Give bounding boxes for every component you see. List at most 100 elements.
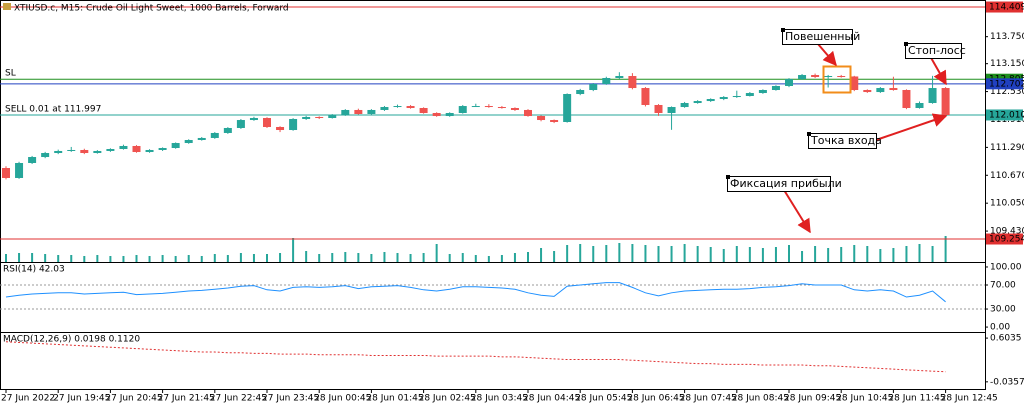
volume-bar <box>370 254 373 262</box>
candle-body <box>510 108 519 110</box>
volume-bar <box>96 255 99 262</box>
price-tag-label: 112.010 <box>989 110 1024 120</box>
annotation-box <box>727 176 831 192</box>
panel-label: RSI(14) 42.03 <box>3 265 65 275</box>
price-tag-label: 109.254 <box>989 235 1024 245</box>
candle-body <box>902 90 911 109</box>
volume-bar <box>527 252 529 262</box>
candle-body <box>354 109 363 114</box>
volume-bar <box>683 244 686 262</box>
candle-body <box>941 88 950 115</box>
candle-body <box>158 148 167 150</box>
volume-bar <box>435 244 438 262</box>
frame <box>0 0 986 390</box>
plot-frame <box>0 0 986 390</box>
candle-body <box>67 149 76 151</box>
volume-bar <box>70 255 73 262</box>
volume-bar <box>396 253 399 262</box>
x-tick-label: 27 Jun 23:45 <box>262 394 319 404</box>
x-tick-label: 28 Jun 02:45 <box>419 394 476 404</box>
volume-bar <box>31 253 34 262</box>
volume-bar <box>448 254 451 262</box>
candle-body <box>484 106 493 108</box>
candle-body <box>628 76 637 89</box>
volume-bar <box>644 245 647 262</box>
volume-bar <box>670 246 673 262</box>
candle-body <box>785 79 793 86</box>
volume-bar <box>135 255 138 262</box>
volume-bar <box>344 252 347 262</box>
candle-body <box>497 107 506 109</box>
candle-body <box>2 167 10 178</box>
candle-body <box>680 103 689 108</box>
volume-bar <box>814 246 817 262</box>
highlight-box <box>822 65 852 94</box>
volume-bar <box>579 244 582 262</box>
volume-bar <box>513 253 516 262</box>
x-tick-label: 28 Jun 09:45 <box>784 394 841 404</box>
price-tag <box>986 233 1023 245</box>
candle-body <box>758 90 767 94</box>
volume-bar <box>892 248 895 262</box>
volume-bar <box>239 253 242 262</box>
candle-body <box>132 145 141 153</box>
candle-body <box>171 143 180 149</box>
panel-label: MACD(12,26,9) 0.0198 0.1120 <box>3 335 140 345</box>
candle-body <box>276 126 285 131</box>
candle-body <box>928 88 937 104</box>
volume-bar <box>931 246 934 262</box>
candle-body <box>263 117 271 127</box>
volume-bar <box>187 255 190 262</box>
candle-body <box>458 106 467 113</box>
y-tick-label: 112.530 <box>990 87 1024 97</box>
x-tick-label: 28 Jun 04:45 <box>523 394 580 404</box>
candle-body <box>915 103 924 109</box>
volume-bar <box>788 245 790 262</box>
candle-body <box>197 137 206 141</box>
y-tick-label: 109.430 <box>990 227 1024 237</box>
candle-body <box>876 88 885 93</box>
volume-bar <box>109 256 112 262</box>
candle-body <box>145 149 154 153</box>
y-tick-label: 110.670 <box>990 171 1024 181</box>
price-line-text: SELL 0.01 at 111.997 <box>5 104 101 114</box>
indicator-line <box>5 282 946 303</box>
volume-bar <box>474 255 477 262</box>
annotation-box <box>808 133 877 149</box>
volume-bar <box>774 247 777 262</box>
y-tick-label: 113.150 <box>990 59 1024 69</box>
volume-bar <box>318 254 321 262</box>
candle-body <box>367 109 376 114</box>
volume-bar <box>657 246 660 262</box>
x-tick-label: 28 Jun 00:45 <box>314 394 371 404</box>
volume-bar <box>409 254 412 262</box>
candle-body <box>471 106 480 108</box>
x-tick-label: 28 Jun 05:45 <box>575 394 632 404</box>
volume-bar <box>461 253 464 262</box>
volume-bar <box>57 255 60 262</box>
candle-body <box>328 114 337 118</box>
candle-body <box>824 76 833 78</box>
x-tick-label: 27 Jun 21:45 <box>158 394 215 404</box>
candle-body <box>80 149 89 154</box>
volume-bar <box>553 251 556 262</box>
y-tick-label: 0.6035 <box>990 334 1022 344</box>
x-tick-label: 28 Jun 08:45 <box>732 394 789 404</box>
anchor <box>781 28 785 32</box>
annotation-box <box>782 29 853 45</box>
volume-bar <box>696 246 699 262</box>
volume-bar <box>5 254 7 262</box>
arrow <box>783 189 811 234</box>
volume-bar <box>918 244 921 262</box>
volume-bar <box>905 246 908 262</box>
arrow <box>875 113 948 141</box>
volume-bar <box>840 247 843 262</box>
x-tick-label: 28 Jun 07:45 <box>680 394 737 404</box>
symbol-icon <box>3 3 11 10</box>
volume-bar <box>422 253 425 262</box>
annotation: Стоп-лосс <box>908 44 966 57</box>
y-tick-label: 70.00 <box>990 280 1016 290</box>
